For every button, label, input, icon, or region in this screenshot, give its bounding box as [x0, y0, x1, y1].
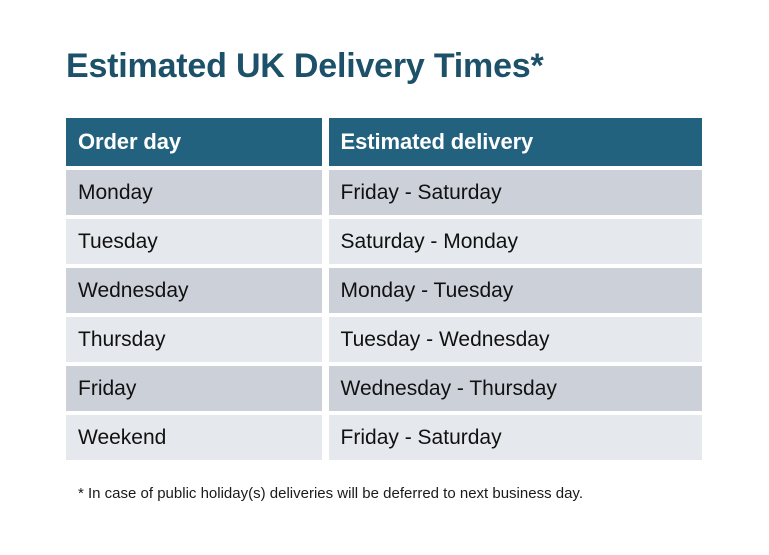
column-divider-spacer — [321, 219, 329, 264]
column-header-estimated-delivery: Estimated delivery — [328, 118, 702, 170]
column-divider-spacer — [321, 268, 329, 313]
table-row: Tuesday Saturday - Monday — [66, 219, 702, 268]
column-header-order-day-label: Order day — [66, 118, 322, 166]
cell-estimated-delivery: Tuesday - Wednesday — [328, 317, 702, 366]
column-divider — [321, 366, 329, 415]
table-row: Monday Friday - Saturday — [66, 170, 702, 219]
cell-order-day: Friday — [66, 366, 322, 415]
table-row: Weekend Friday - Saturday — [66, 415, 702, 464]
cell-order-day-label: Wednesday — [66, 268, 322, 313]
page-title: Estimated UK Delivery Times* — [66, 47, 544, 85]
cell-estimated-delivery-label: Saturday - Monday — [328, 219, 702, 264]
column-header-estimated-delivery-label: Estimated delivery — [328, 118, 702, 166]
column-divider — [321, 317, 329, 366]
column-divider — [321, 219, 329, 268]
column-divider-spacer — [321, 118, 329, 166]
column-divider — [321, 118, 329, 170]
cell-order-day: Monday — [66, 170, 322, 219]
cell-estimated-delivery-label: Monday - Tuesday — [328, 268, 702, 313]
cell-order-day: Tuesday — [66, 219, 322, 268]
cell-order-day-label: Friday — [66, 366, 322, 411]
column-header-order-day: Order day — [66, 118, 322, 170]
delivery-times-table: Order day Estimated delivery Monday — [66, 118, 702, 464]
cell-order-day-label: Weekend — [66, 415, 322, 460]
cell-estimated-delivery-label: Tuesday - Wednesday — [328, 317, 702, 362]
column-divider — [321, 268, 329, 317]
table-row: Friday Wednesday - Thursday — [66, 366, 702, 415]
column-divider-spacer — [321, 317, 329, 362]
column-divider-spacer — [321, 170, 329, 215]
cell-estimated-delivery: Wednesday - Thursday — [328, 366, 702, 415]
cell-order-day-label: Tuesday — [66, 219, 322, 264]
table-row: Wednesday Monday - Tuesday — [66, 268, 702, 317]
cell-order-day: Thursday — [66, 317, 322, 366]
footnote-text: * In case of public holiday(s) deliverie… — [78, 485, 583, 502]
cell-estimated-delivery: Friday - Saturday — [328, 170, 702, 219]
column-divider — [321, 415, 329, 464]
cell-estimated-delivery: Monday - Tuesday — [328, 268, 702, 317]
cell-order-day: Weekend — [66, 415, 322, 464]
cell-estimated-delivery: Friday - Saturday — [328, 415, 702, 464]
cell-estimated-delivery-label: Wednesday - Thursday — [328, 366, 702, 411]
column-divider-spacer — [321, 366, 329, 411]
cell-estimated-delivery-label: Friday - Saturday — [328, 415, 702, 460]
cell-order-day-label: Thursday — [66, 317, 322, 362]
cell-estimated-delivery-label: Friday - Saturday — [328, 170, 702, 215]
table-header-row: Order day Estimated delivery — [66, 118, 702, 170]
table-row: Thursday Tuesday - Wednesday — [66, 317, 702, 366]
cell-estimated-delivery: Saturday - Monday — [328, 219, 702, 268]
cell-order-day-label: Monday — [66, 170, 322, 215]
column-divider — [321, 170, 329, 219]
cell-order-day: Wednesday — [66, 268, 322, 317]
column-divider-spacer — [321, 415, 329, 460]
